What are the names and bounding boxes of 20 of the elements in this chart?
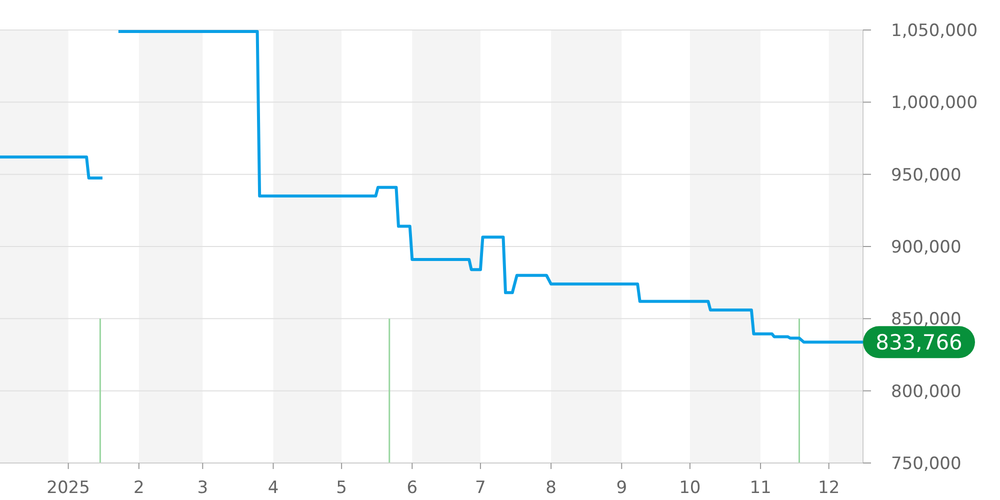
y-tick-label: 1,050,000 — [891, 20, 978, 41]
y-tick-label: 1,000,000 — [891, 93, 978, 114]
annotation: 833,766 — [876, 330, 962, 354]
x-tick-label: 6 — [406, 478, 418, 498]
x-tick-label: 5 — [336, 478, 347, 498]
x-tick-label: 12 — [818, 478, 840, 498]
y-tick-label: 800,000 — [891, 382, 962, 402]
x-tick-label: 10 — [679, 478, 701, 498]
y-tick-label: 900,000 — [891, 237, 962, 258]
y-tick-label: 950,000 — [891, 165, 962, 186]
y-tick-label: 750,000 — [891, 454, 962, 474]
x-tick-label: 11 — [750, 478, 772, 498]
x-tick-label: 2025 — [46, 478, 90, 498]
x-tick-label: 9 — [616, 478, 628, 498]
x-tick-label: 7 — [475, 478, 486, 498]
x-tick-label: 4 — [268, 478, 279, 498]
x-tick-label: 3 — [197, 478, 208, 498]
y-tick-label: 850,000 — [891, 310, 962, 330]
x-tick-label: 8 — [546, 478, 556, 498]
x-tick-label: 2 — [133, 478, 144, 498]
